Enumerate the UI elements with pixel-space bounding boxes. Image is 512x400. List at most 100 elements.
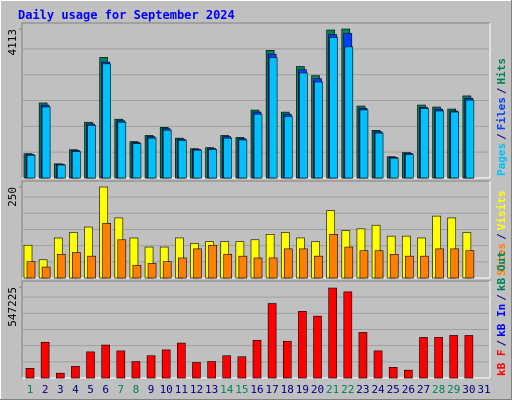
bar bbox=[465, 250, 475, 279]
bar bbox=[192, 362, 201, 379]
x-tick-label: 18 bbox=[281, 383, 294, 396]
bar bbox=[72, 252, 81, 279]
x-tick-label: 22 bbox=[341, 383, 354, 396]
x-tick-label: 24 bbox=[371, 383, 385, 396]
y-tick-label: 250 bbox=[6, 187, 19, 207]
bar bbox=[40, 341, 50, 379]
x-tick-label: 26 bbox=[402, 383, 415, 396]
legend: Sites / Visits bbox=[495, 191, 508, 277]
x-tick-label: 6 bbox=[102, 383, 109, 396]
legend-separator: / bbox=[495, 294, 508, 301]
bar bbox=[56, 254, 66, 279]
x-tick-label: 15 bbox=[235, 383, 248, 396]
bar bbox=[131, 361, 141, 379]
x-tick-label: 9 bbox=[148, 383, 155, 396]
bar bbox=[449, 335, 459, 379]
bar bbox=[328, 287, 337, 379]
bar bbox=[117, 121, 127, 179]
legend: kB F / kB In / kB Out bbox=[495, 251, 508, 376]
bar bbox=[405, 154, 414, 179]
bar bbox=[299, 72, 308, 179]
x-tick-label: 31 bbox=[477, 383, 490, 396]
x-tick-label: 7 bbox=[117, 383, 124, 396]
bar bbox=[329, 234, 338, 279]
x-tick-label: 30 bbox=[462, 383, 475, 396]
legend-entry: Files bbox=[495, 97, 508, 130]
bar bbox=[147, 137, 157, 179]
x-tick-label: 21 bbox=[326, 383, 339, 396]
legend-entry: Pages bbox=[495, 143, 508, 176]
bar bbox=[283, 248, 293, 279]
legend-separator: / bbox=[495, 340, 508, 347]
bar bbox=[193, 248, 202, 279]
x-tick-label: 13 bbox=[205, 383, 218, 396]
x-tick-label: 3 bbox=[57, 383, 64, 396]
x-tick-label: 10 bbox=[160, 383, 173, 396]
bar bbox=[146, 355, 156, 379]
bar bbox=[268, 257, 278, 279]
x-tick-label: 25 bbox=[387, 383, 400, 396]
legend-separator: / bbox=[495, 87, 508, 94]
x-tick-label: 27 bbox=[417, 383, 430, 396]
bar bbox=[465, 99, 475, 179]
legend-entry: kB In bbox=[495, 304, 508, 337]
bar bbox=[358, 332, 368, 379]
bar bbox=[116, 350, 126, 379]
bar bbox=[314, 81, 323, 179]
bar bbox=[132, 264, 142, 279]
bar bbox=[222, 355, 232, 379]
bar bbox=[313, 315, 322, 379]
bar bbox=[208, 149, 217, 179]
bar bbox=[102, 63, 111, 179]
bar bbox=[253, 113, 263, 179]
bar bbox=[388, 367, 398, 379]
x-tick-label: 14 bbox=[220, 383, 234, 396]
bar bbox=[435, 110, 444, 179]
bar bbox=[101, 344, 110, 379]
x-tick-label: 17 bbox=[266, 383, 279, 396]
x-tick-label: 1 bbox=[27, 383, 34, 396]
bar bbox=[344, 246, 354, 279]
bar bbox=[55, 372, 65, 379]
bar bbox=[359, 250, 369, 279]
x-tick-label: 12 bbox=[190, 383, 203, 396]
bar bbox=[207, 361, 216, 379]
bar bbox=[464, 335, 474, 379]
x-tick-label: 29 bbox=[447, 383, 460, 396]
bar bbox=[252, 339, 262, 379]
bar bbox=[223, 137, 233, 179]
bar bbox=[72, 151, 81, 179]
bar bbox=[102, 223, 111, 279]
bar bbox=[268, 57, 278, 179]
bar bbox=[162, 129, 172, 179]
bar bbox=[389, 254, 399, 279]
bar bbox=[373, 350, 383, 379]
bar bbox=[420, 255, 429, 279]
bar bbox=[238, 139, 248, 179]
x-tick-label: 11 bbox=[175, 383, 188, 396]
bar bbox=[178, 140, 187, 179]
x-tick-label: 19 bbox=[296, 383, 309, 396]
bar bbox=[237, 356, 247, 379]
bar bbox=[253, 257, 263, 279]
bar bbox=[344, 46, 354, 179]
bar bbox=[86, 351, 95, 379]
bar bbox=[343, 291, 353, 379]
legend-entry: Visits bbox=[495, 191, 508, 231]
x-tick-label: 23 bbox=[356, 383, 369, 396]
legend-entry: Sites bbox=[495, 243, 508, 276]
bar bbox=[450, 248, 460, 279]
bar bbox=[450, 111, 460, 179]
bar bbox=[147, 263, 157, 279]
bar bbox=[41, 266, 51, 279]
bar bbox=[389, 157, 399, 179]
bar bbox=[223, 254, 233, 279]
bar bbox=[132, 143, 142, 179]
bar bbox=[374, 132, 384, 179]
x-tick-label: 2 bbox=[42, 383, 49, 396]
bar bbox=[283, 116, 293, 179]
legend: Pages / Files / Hits bbox=[495, 58, 508, 176]
x-tick-label: 28 bbox=[432, 383, 445, 396]
bar bbox=[56, 164, 66, 179]
legend-entry: kB F bbox=[495, 350, 508, 377]
